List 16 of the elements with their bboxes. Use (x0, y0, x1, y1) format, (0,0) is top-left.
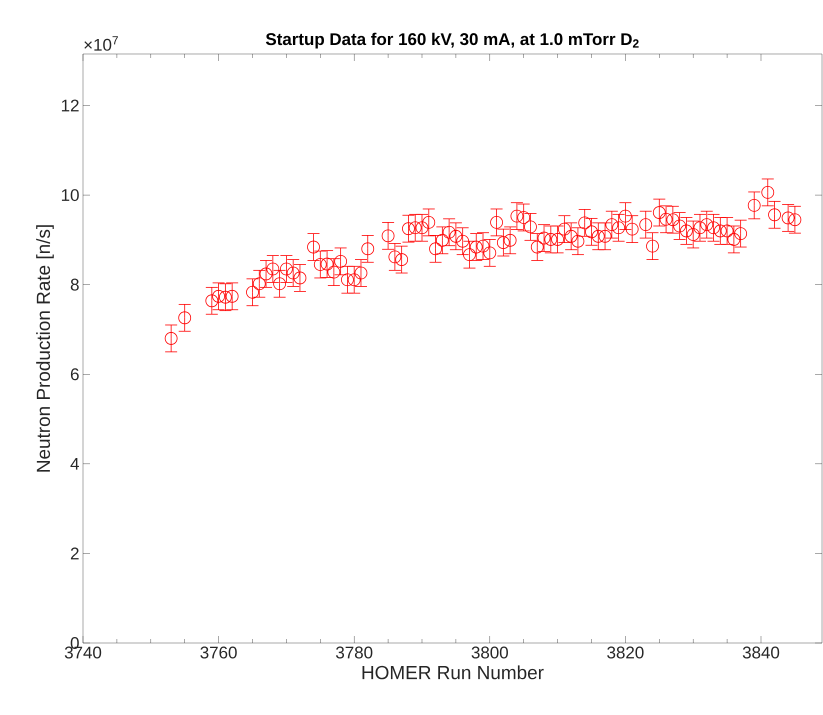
y-tick-label: 8 (70, 278, 79, 291)
x-tick-label: 3740 (64, 646, 102, 659)
chart-title: Startup Data for 160 kV, 30 mA, at 1.0 mTorr D$_{2}$ (266, 32, 639, 48)
y-tick-label: 2 (70, 548, 79, 560)
y-axis-title: Neutron Production Rate [n/s] (36, 225, 54, 472)
x-tick-label: 3780 (336, 646, 372, 659)
y-tick-label: 6 (70, 368, 79, 380)
x-axis-title: HOMER Run Number (362, 665, 544, 680)
text: ×10$^{7}$ (84, 36, 118, 51)
y-tick-label: 10 (62, 189, 79, 202)
x-tick-label: 3840 (742, 646, 780, 659)
x-tick-label: 3800 (472, 646, 508, 659)
y-tick-label: 12 (62, 100, 79, 112)
x-tick-label: 3820 (607, 646, 644, 659)
y-tick-label: 4 (70, 458, 79, 470)
x-tick-label: 3760 (200, 646, 237, 659)
